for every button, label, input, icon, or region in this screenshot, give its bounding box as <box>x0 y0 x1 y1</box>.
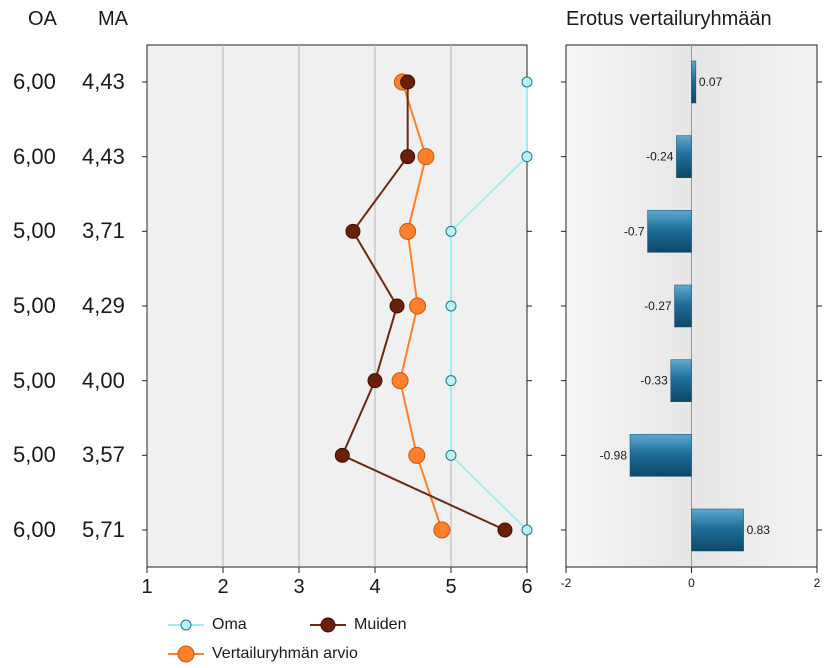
series-point-muiden <box>334 447 350 463</box>
series-point-vertailu <box>409 297 427 315</box>
legend-label-oma: Oma <box>212 616 247 633</box>
legend-label-muiden: Muiden <box>354 616 407 633</box>
row-oa-value: 6,00 <box>13 69 56 94</box>
series-point-muiden <box>400 74 416 90</box>
row-oa-value: 5,00 <box>13 293 56 318</box>
series-point-muiden <box>389 298 405 314</box>
series-point-muiden <box>345 223 361 239</box>
diff-bar <box>629 434 692 477</box>
row-oa-value: 5,00 <box>13 442 56 468</box>
legend-item-vertailu: Vertailuryhmän arvio <box>166 644 358 664</box>
series-point-vertailu <box>391 372 409 390</box>
legend-label-vertailu: Vertailuryhmän arvio <box>212 645 358 662</box>
series-point-oma <box>445 449 457 461</box>
row-ma-value: 4,43 <box>82 69 125 94</box>
diff-bar <box>647 210 692 253</box>
diff-bar-label: -0.24 <box>646 150 674 164</box>
x-tick-label: 5 <box>445 576 456 598</box>
row-ma-value: 4,29 <box>82 293 125 318</box>
series-point-oma <box>521 524 533 536</box>
series-point-oma <box>521 151 533 163</box>
x-tick-label: -2 <box>561 576 572 590</box>
row-oa-value: 6,00 <box>13 143 56 169</box>
row-oa-value: 6,00 <box>13 517 56 542</box>
series-point-vertailu <box>408 446 426 464</box>
series-point-oma <box>521 76 533 88</box>
x-tick-label: 4 <box>369 576 380 598</box>
series-point-oma <box>445 225 457 237</box>
row-oa-value: 5,00 <box>13 218 56 244</box>
diff-bar-label: 0.07 <box>699 75 723 89</box>
x-tick-label: 6 <box>521 576 532 598</box>
diff-bar-label: -0.7 <box>624 224 645 238</box>
diff-bar <box>691 508 744 552</box>
series-point-vertailu <box>417 148 435 166</box>
row-ma-value: 3,57 <box>82 442 125 468</box>
series-point-muiden <box>367 373 383 389</box>
diff-bar-label: -0.27 <box>644 299 672 313</box>
x-tick-label: 2 <box>814 576 821 590</box>
oa-header: OA <box>28 8 57 30</box>
series-point-vertailu <box>433 521 451 539</box>
legend-item-muiden: Muiden <box>308 616 406 634</box>
legend-marker-muiden <box>310 617 346 633</box>
x-tick-label: 3 <box>293 576 304 598</box>
legend-marker-oma <box>168 619 204 631</box>
row-oa-value: 5,00 <box>13 367 56 393</box>
row-ma-value: 3,71 <box>82 218 125 244</box>
diff-bar <box>674 284 692 328</box>
ma-header: MA <box>98 8 128 30</box>
row-ma-value: 4,43 <box>82 143 125 169</box>
series-point-oma <box>445 375 457 387</box>
series-point-muiden <box>497 522 513 538</box>
series-point-muiden <box>400 149 416 165</box>
line-plot-area <box>146 44 528 568</box>
series-point-vertailu <box>399 222 417 240</box>
diff-bar-label: 0.83 <box>747 523 771 537</box>
x-tick-label: 2 <box>217 576 228 598</box>
legend-marker-vertailu <box>168 645 204 663</box>
diff-bar-label: -0.98 <box>600 448 628 462</box>
diff-bar <box>676 135 692 178</box>
x-tick-label: 1 <box>141 576 152 598</box>
diff-bar <box>670 359 692 402</box>
diff-bar <box>691 60 697 104</box>
diff-bar-label: -0.33 <box>640 374 668 388</box>
row-ma-value: 5,71 <box>82 517 125 542</box>
row-ma-value: 4,00 <box>82 367 125 393</box>
diff-chart-title: Erotus vertailuryhmään <box>566 8 772 30</box>
legend-item-oma: Oma <box>166 616 247 634</box>
x-tick-label: 0 <box>688 576 695 590</box>
series-point-oma <box>445 300 457 312</box>
